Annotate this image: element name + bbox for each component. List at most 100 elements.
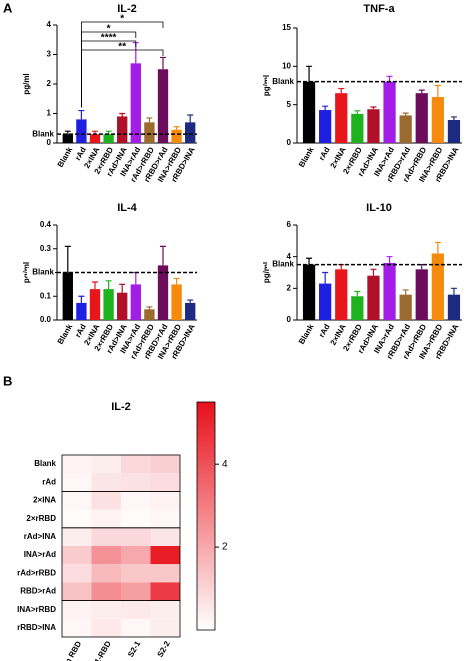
error-bar	[354, 110, 361, 114]
y-axis-label: pg/ml	[262, 75, 271, 96]
bar	[431, 253, 444, 320]
heatmap-cell	[121, 582, 151, 601]
heatmap-cell	[121, 491, 151, 510]
bar	[62, 134, 73, 143]
bar	[103, 289, 114, 320]
error-bar	[402, 289, 409, 295]
heatmap-cell	[91, 600, 121, 619]
heatmap-cell	[121, 473, 151, 492]
bar	[302, 81, 316, 143]
error-bar	[306, 257, 313, 265]
colorbar	[196, 401, 216, 631]
bar	[415, 93, 428, 143]
bar	[62, 272, 73, 320]
bar	[319, 283, 332, 320]
bar	[415, 269, 428, 320]
panel-label: B	[3, 373, 12, 388]
bar	[144, 122, 155, 143]
column-label: S1-RBD	[90, 639, 113, 661]
bar	[447, 120, 461, 143]
blank-label: Blank	[32, 268, 54, 277]
error-bar	[160, 56, 166, 70]
heatmap-cell	[62, 509, 92, 528]
bar	[144, 309, 155, 320]
bar	[335, 269, 348, 320]
y-tick-label: 2	[287, 283, 292, 292]
heatmap-cell	[150, 600, 180, 619]
heatmap-cell	[62, 618, 92, 637]
heatmap-cell	[62, 582, 92, 601]
bar	[399, 294, 412, 320]
row-label: rRBD>INA	[17, 623, 56, 632]
bar	[431, 97, 444, 143]
y-tick-label: 4	[287, 252, 292, 261]
error-bar	[306, 65, 313, 82]
y-axis-label: pg/ml	[22, 262, 31, 283]
heatmap-cell	[62, 473, 92, 492]
heatmap-cell	[150, 491, 180, 510]
heatmap-cell	[150, 564, 180, 583]
colorbar-tick-label: 2	[222, 542, 228, 553]
row-label: RBD>rAd	[20, 587, 56, 596]
row-label: rAd>rRBD	[17, 568, 56, 577]
x-tick-label: rAd	[317, 322, 332, 339]
heatmap-cell	[62, 491, 92, 510]
error-bar	[92, 281, 98, 290]
heatmap-cell	[91, 473, 121, 492]
heatmap-cell	[62, 455, 92, 474]
significance-bracket	[81, 21, 164, 108]
bar	[185, 302, 196, 320]
chart-title: IL-2	[111, 401, 131, 413]
heatmap-cell	[62, 546, 92, 565]
error-bar	[370, 268, 377, 276]
error-bar	[450, 116, 457, 120]
heatmap-cell	[150, 509, 180, 528]
heatmap-cell	[121, 509, 151, 528]
error-bar	[418, 89, 425, 94]
column-label: S1-non RBD	[52, 639, 83, 661]
significance-label: *	[120, 14, 124, 25]
bar	[157, 265, 169, 320]
heatmap-cell	[121, 600, 151, 619]
bar	[103, 134, 114, 143]
chart-title: IL-2	[117, 3, 137, 15]
heatmap-cell	[91, 564, 121, 583]
heatmap-cell	[150, 582, 180, 601]
heatmap-cell	[91, 455, 121, 474]
y-tick-label: 0.0	[40, 315, 52, 324]
bar	[367, 109, 380, 143]
error-bar	[78, 295, 85, 303]
blank-label-bg	[267, 259, 295, 270]
error-bar	[146, 117, 153, 123]
significance-bracket	[81, 49, 164, 108]
heatmap-cell	[121, 527, 151, 546]
bar	[76, 302, 87, 320]
blank-label: Blank	[272, 260, 294, 269]
x-tick-label: Blank	[297, 145, 316, 169]
bar	[171, 129, 182, 143]
bar	[367, 275, 380, 320]
bar	[117, 116, 128, 143]
error-bar	[146, 306, 153, 310]
x-tick-label: rAd	[317, 145, 332, 162]
y-tick-label: 0	[47, 138, 52, 147]
bar	[383, 81, 396, 143]
heatmap-cell	[91, 527, 121, 546]
bar	[302, 264, 316, 320]
error-bar	[187, 114, 194, 123]
heatmap-cell	[150, 527, 180, 546]
error-bar	[354, 290, 361, 297]
blank-label-bg	[27, 267, 55, 278]
bar	[171, 284, 182, 320]
blank-label-bg	[27, 129, 55, 140]
y-tick-label: 3	[47, 50, 52, 59]
heatmap-cell	[91, 509, 121, 528]
error-bar	[434, 84, 441, 97]
significance-label: **	[118, 42, 126, 53]
bar	[447, 294, 461, 320]
bar	[185, 122, 196, 143]
error-bar	[402, 112, 409, 116]
x-tick-label: Blank	[56, 145, 75, 169]
error-bar	[434, 241, 441, 254]
